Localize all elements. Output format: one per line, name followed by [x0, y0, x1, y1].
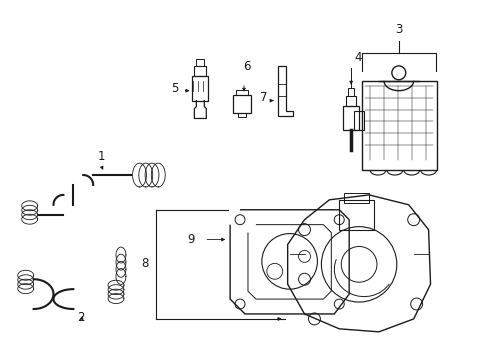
- Bar: [196, 59, 204, 66]
- Text: 5: 5: [171, 82, 178, 95]
- Text: 7: 7: [260, 91, 267, 104]
- Text: 6: 6: [243, 60, 250, 73]
- Bar: [347, 88, 353, 96]
- Text: 1: 1: [97, 150, 104, 163]
- Bar: [238, 113, 245, 117]
- Text: 4: 4: [353, 51, 361, 64]
- Bar: [343, 105, 358, 130]
- Text: 8: 8: [141, 257, 148, 270]
- Bar: [346, 96, 355, 105]
- Bar: [192, 76, 208, 100]
- Bar: [194, 66, 206, 76]
- Text: 9: 9: [186, 233, 194, 246]
- Text: 2: 2: [78, 311, 85, 324]
- Bar: [339, 200, 373, 230]
- Bar: [344, 193, 368, 203]
- Bar: [233, 95, 250, 113]
- Bar: [236, 90, 247, 95]
- Bar: [361, 81, 436, 170]
- Bar: [353, 111, 364, 130]
- Text: 3: 3: [394, 23, 402, 36]
